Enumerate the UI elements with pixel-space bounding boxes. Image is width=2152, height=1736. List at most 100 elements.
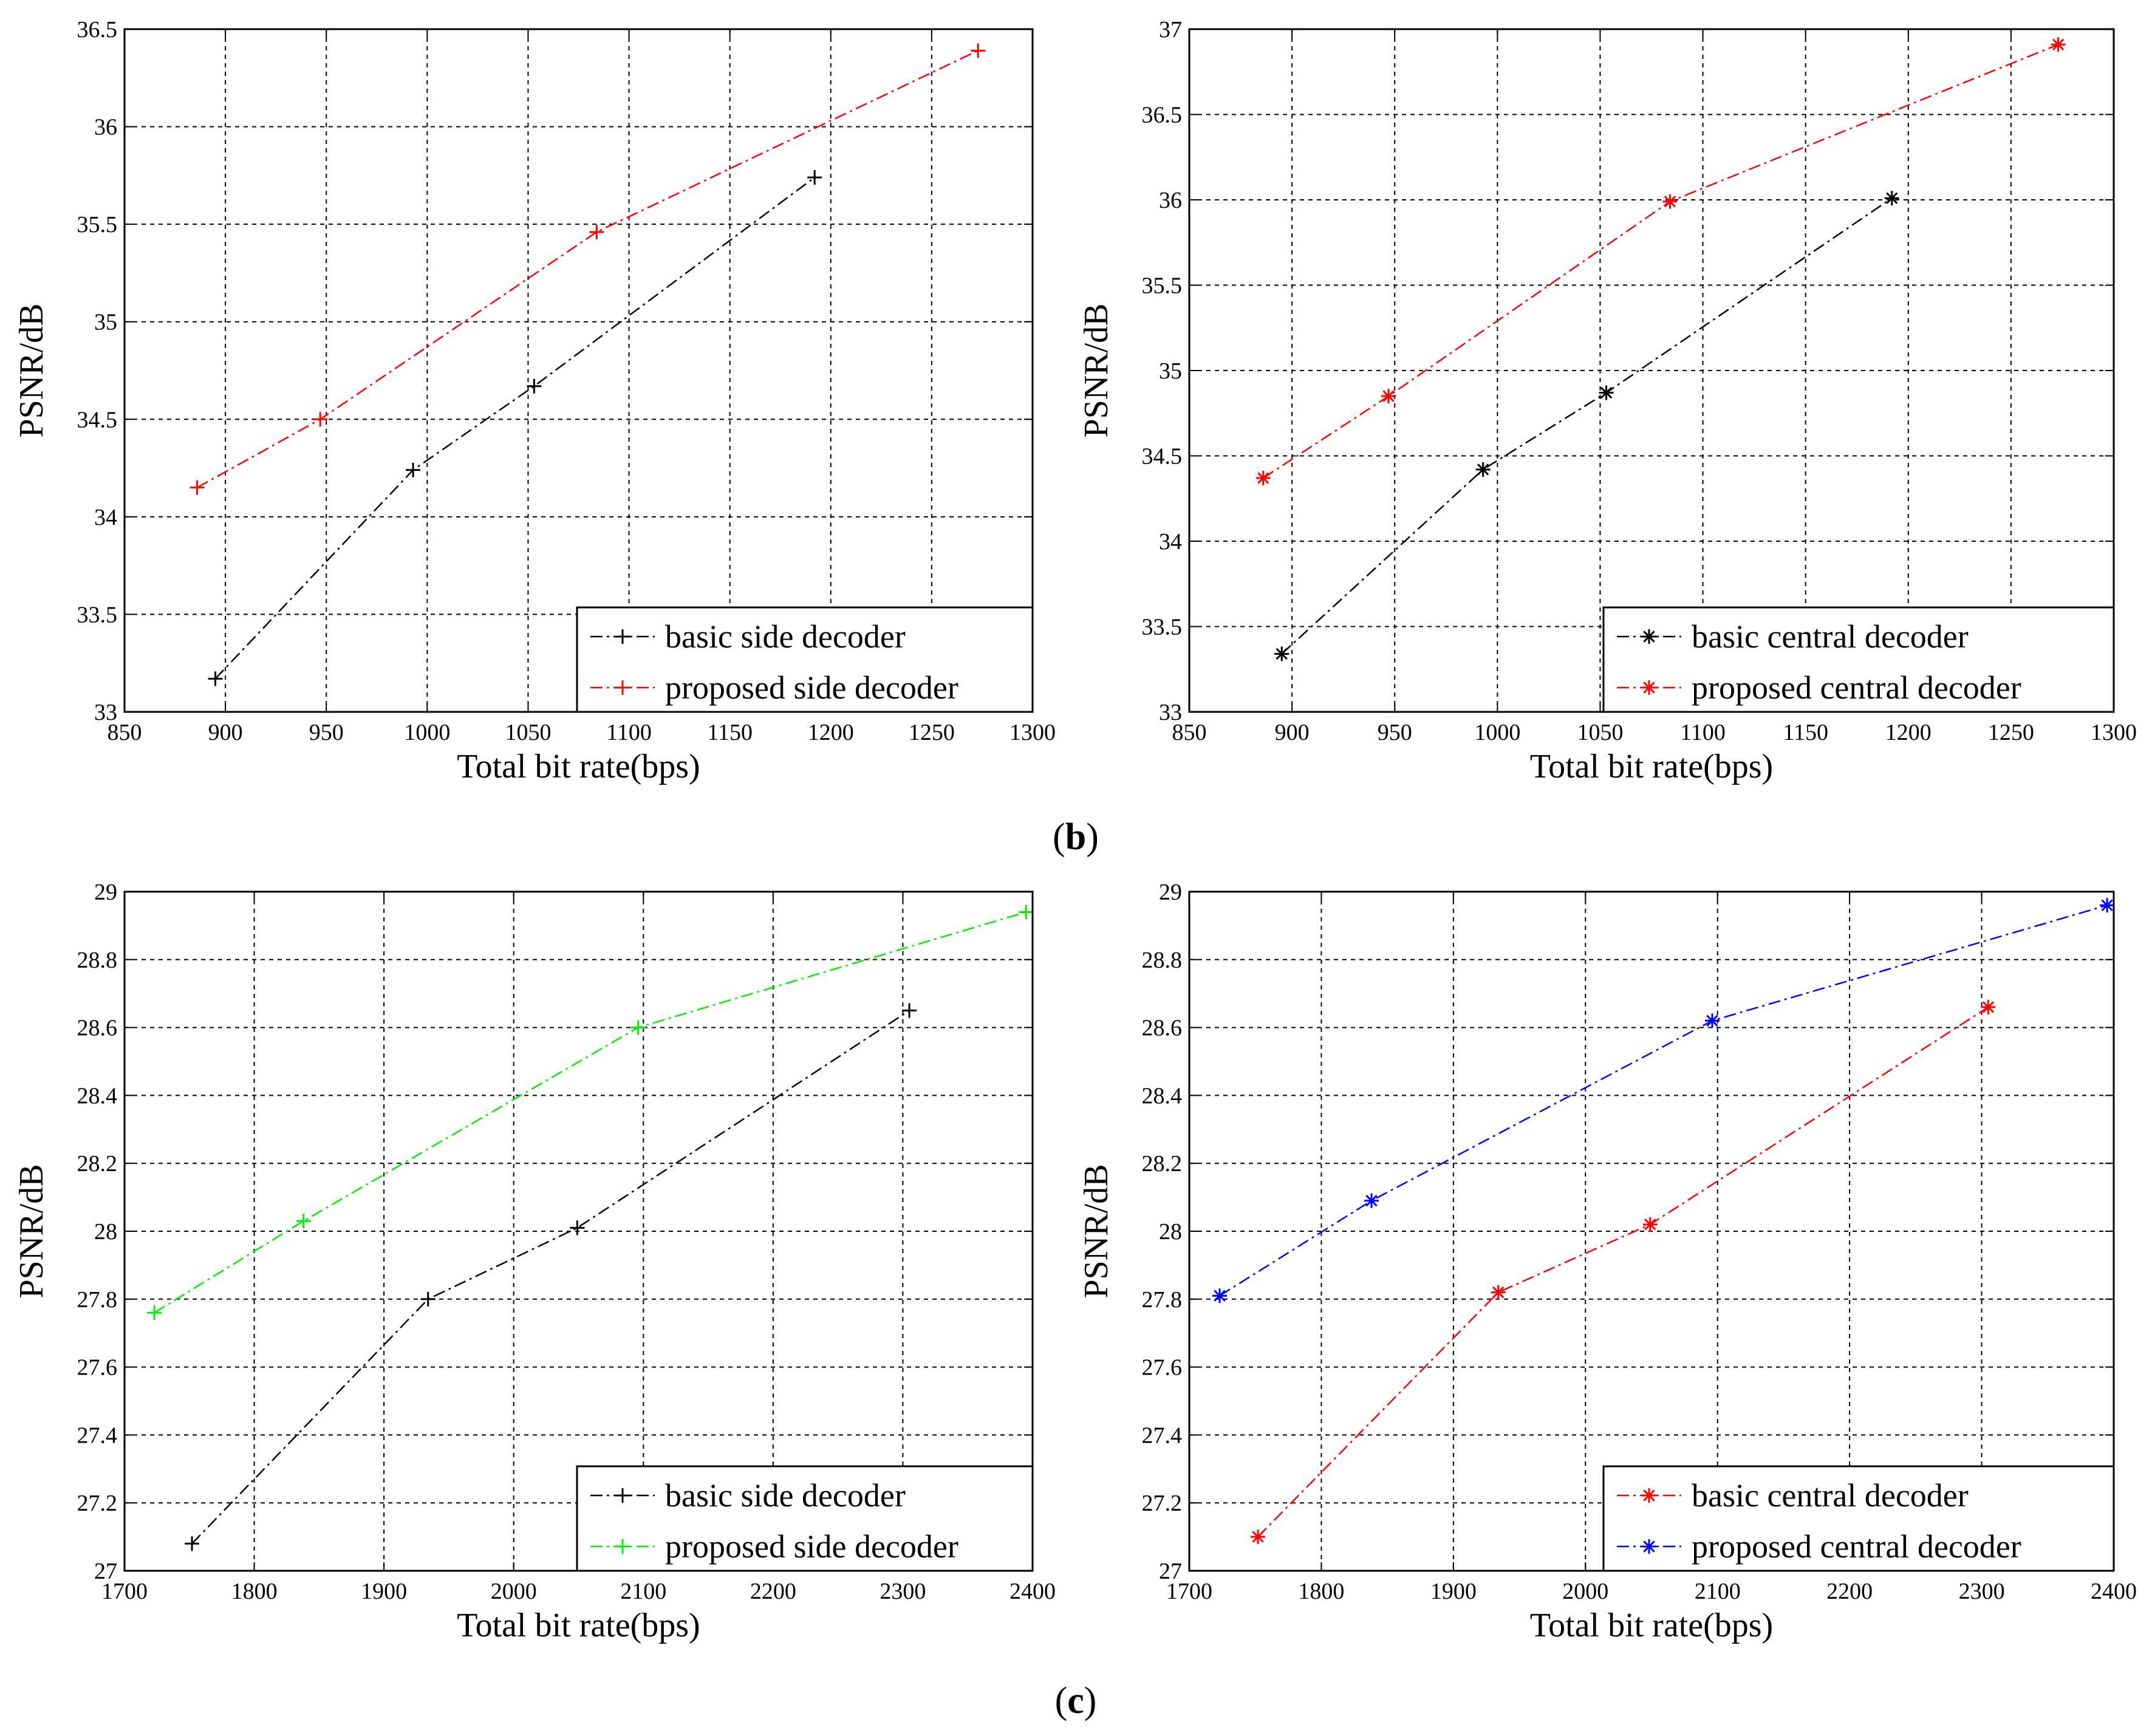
legend-label-0: basic central decoder [1692,618,1969,655]
x-tick-label: 850 [1172,720,1207,745]
legend-marker-0 [615,629,630,644]
series-line-1 [1263,44,2059,479]
y-tick-label: 27 [1159,1559,1182,1584]
legend-box [1602,1465,2115,1572]
x-tick-label: 1250 [1988,720,2034,745]
legend-box [576,606,1034,713]
legend-marker-1 [615,1539,630,1554]
data-point-0-3 [807,170,822,185]
plot-area [125,29,1033,712]
data-point-1-3 [1019,904,1034,920]
x-tick-label: 1800 [231,1579,278,1604]
legend-label-0: basic side decoder [665,1477,906,1514]
data-point-0-1 [406,462,421,477]
caption-b-letter: b [1065,816,1086,858]
y-tick-label: 35.5 [1142,273,1183,299]
legend-box [1602,606,2115,713]
data-point-1-1 [313,412,328,427]
x-tick-label: 1700 [1166,1579,1212,1604]
x-tick-label: 900 [1275,720,1310,745]
legend: basic side decoder proposed side decoder [576,1465,1034,1572]
x-tick-label: 1100 [1680,720,1726,745]
data-point-0-1 [1491,1285,1506,1300]
data-point-1-1 [1364,1193,1379,1208]
x-tick-label: 2000 [491,1579,537,1604]
x-tick-label: 1300 [2091,720,2137,745]
x-tick-label: 1100 [606,720,652,745]
legend-label-1: proposed central decoder [1692,669,2021,706]
y-tick-label: 27.2 [1142,1491,1183,1516]
x-tick-label: 2200 [1826,1579,1873,1604]
x-tick-label: 2100 [1695,1579,1741,1604]
data-point-1-3 [2051,37,2066,52]
x-tick-label: 2200 [750,1579,796,1604]
y-tick-label: 34 [94,505,117,530]
x-tick-label: 2300 [880,1579,926,1604]
y-tick-label: 33.5 [77,602,118,627]
chart-b-side-decoder: 850 900 950 1000 1050 1100 1150 1200 1250 1300 33 3… [13,17,1056,785]
y-tick-label: 28.6 [77,1016,118,1041]
data-point-1-0 [190,480,205,495]
legend-marker-1 [615,680,630,695]
chart-c-central-decoder: 1700 1800 1900 2000 2100 2200 2300 2400 27 27.2 27… [1078,880,2137,1644]
x-tick-label: 1900 [1430,1579,1477,1604]
legend: basic central decoder proposed central de… [1602,1465,2115,1572]
data-point-0-0 [208,671,223,686]
data-point-1-1 [1381,389,1396,404]
x-tick-label: 1800 [1298,1579,1344,1604]
x-tick-label: 1000 [1474,720,1520,745]
series-line-1 [196,50,979,488]
series-line-0 [191,1010,910,1545]
y-axis-label: PSNR/dB [1078,1164,1115,1299]
data-point-1-3 [2100,898,2115,913]
x-tick-label: 2400 [2091,1579,2137,1604]
x-axis-label: Total bit rate(bps) [1530,1607,1773,1644]
x-tick-label: 1300 [1009,720,1056,745]
legend-marker-1 [1642,1539,1656,1554]
y-tick-label: 28 [1159,1219,1182,1245]
y-tick-label: 33 [94,700,117,725]
x-tick-label: 1200 [1885,720,1932,745]
y-tick-label: 28.4 [77,1083,118,1109]
y-tick-label: 27.8 [1142,1287,1183,1313]
y-axis-label: PSNR/dB [13,304,50,438]
y-tick-label: 29 [94,880,117,905]
y-tick-label: 28.6 [1142,1016,1183,1041]
data-point-0-0 [185,1536,200,1551]
y-tick-label: 28.2 [1142,1151,1183,1177]
y-tick-label: 27.4 [77,1423,118,1448]
x-tick-label: 1900 [361,1579,407,1604]
y-tick-label: 36 [1159,188,1182,213]
y-tick-label: 35 [94,310,117,335]
data-point-0-3 [1981,1000,1996,1015]
x-tick-label: 1700 [101,1579,148,1604]
data-point-1-2 [630,1020,646,1035]
chart-c-side-decoder: 1700 1800 1900 2000 2100 2200 2300 2400 27 27.2 27… [13,880,1056,1644]
y-tick-label: 28.8 [1142,948,1183,973]
y-axis-label: PSNR/dB [13,1164,50,1299]
legend-label-1: proposed central decoder [1692,1528,2021,1565]
x-tick-label: 1000 [404,720,450,745]
x-tick-label: 2400 [1009,1579,1056,1604]
x-axis-label: Total bit rate(bps) [457,1607,700,1644]
legend: basic side decoder proposed side decoder [576,606,1034,713]
y-tick-label: 33.5 [1142,615,1183,640]
legend-marker-1 [1642,680,1656,695]
data-point-1-2 [589,224,604,239]
y-axis-label: PSNR/dB [1078,304,1115,438]
data-point-1-2 [1662,194,1678,209]
x-tick-label: 850 [108,720,142,745]
legend-label-0: basic central decoder [1692,1477,1969,1514]
caption-c-letter: c [1067,1680,1084,1721]
x-tick-label: 950 [309,720,344,745]
legend-box [576,1465,1034,1572]
data-point-0-2 [1599,385,1614,400]
y-tick-label: 29 [1159,880,1182,905]
data-point-1-0 [147,1305,162,1321]
data-point-0-3 [902,1003,917,1018]
series-line-1 [1219,904,2108,1297]
y-tick-label: 28.2 [77,1151,118,1177]
chart-b-central-decoder: 850 900 950 1000 1050 1100 1150 1200 1250 1300 33 3… [1078,17,2137,785]
series-line-0 [214,177,815,680]
